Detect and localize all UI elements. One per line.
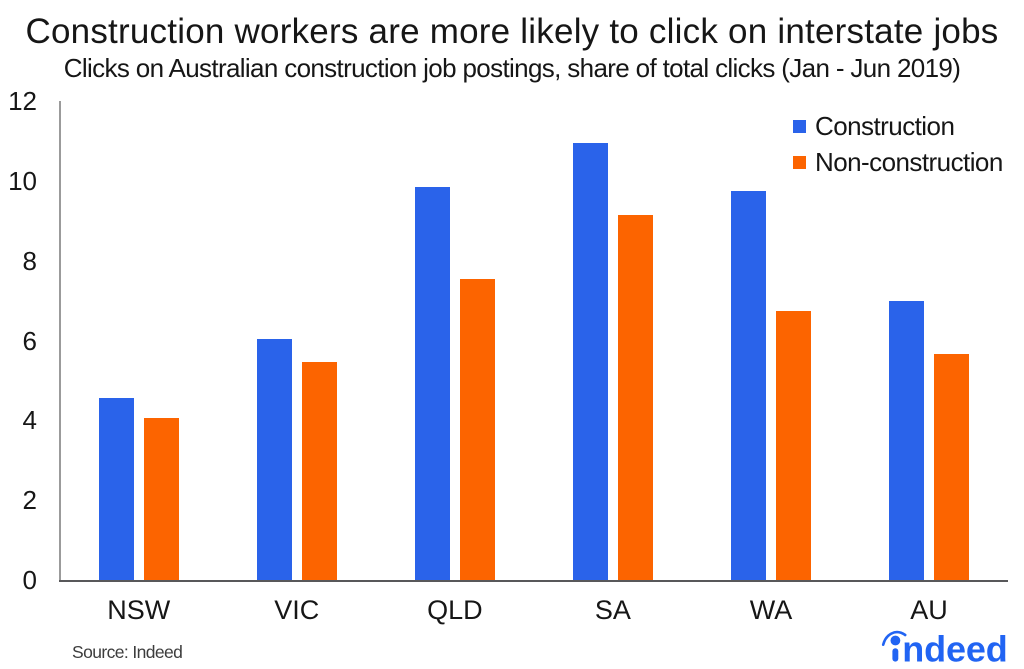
legend-swatch-non-construction bbox=[793, 155, 806, 169]
y-tick-label-10: 10 bbox=[8, 165, 37, 196]
bar-nsw-non-construction bbox=[143, 418, 179, 580]
bar-vic-non-construction bbox=[301, 362, 337, 580]
bar-qld-non-construction bbox=[459, 278, 496, 580]
legend-label-construction: Construction bbox=[815, 111, 955, 141]
chart-title: Construction workers are more likely to … bbox=[25, 12, 999, 51]
legend-swatch-construction bbox=[793, 119, 806, 133]
bar-nsw-construction bbox=[98, 398, 134, 580]
x-tick-label-wa: WA bbox=[749, 595, 793, 626]
chart-legend: Construction Non-construction bbox=[793, 112, 1003, 184]
indeed-logo-i-stem bbox=[892, 648, 899, 662]
chart-subtitle: Clicks on Australian construction job po… bbox=[63, 53, 961, 83]
x-tick-label-vic: VIC bbox=[274, 595, 320, 626]
source-note: Source: Indeed bbox=[72, 642, 183, 662]
x-tick-label-au: AU bbox=[910, 595, 948, 626]
y-tick-label-12: 12 bbox=[8, 86, 37, 116]
legend-item-construction: Construction bbox=[793, 112, 1003, 140]
y-tick-label-6: 6 bbox=[22, 325, 37, 356]
bar-vic-construction bbox=[256, 338, 292, 580]
y-tick-label-8: 8 bbox=[22, 245, 37, 276]
legend-item-non-construction: Non-construction bbox=[793, 148, 1003, 176]
x-axis-line bbox=[59, 580, 1008, 582]
y-tick-label-0: 0 bbox=[22, 565, 37, 595]
x-tick-label-nsw: NSW bbox=[107, 595, 171, 626]
bar-wa-construction bbox=[730, 190, 767, 580]
y-tick-label-2: 2 bbox=[22, 485, 37, 516]
indeed-logo-dot-icon bbox=[890, 635, 901, 646]
indeed-logo: ndeed bbox=[881, 628, 1008, 668]
x-tick-label-qld: QLD bbox=[427, 595, 483, 626]
bar-au-non-construction bbox=[933, 354, 970, 580]
bar-qld-construction bbox=[414, 186, 451, 580]
x-tick-label-sa: SA bbox=[594, 595, 631, 626]
indeed-logo-text: ndeed bbox=[902, 628, 1008, 668]
y-tick-label-4: 4 bbox=[22, 405, 37, 436]
indeed-logo-swoosh-icon bbox=[881, 630, 907, 646]
bar-au-construction bbox=[888, 300, 925, 580]
legend-label-non-construction: Non-construction bbox=[815, 147, 1003, 177]
y-axis-line bbox=[59, 101, 61, 581]
bar-sa-non-construction bbox=[617, 214, 654, 580]
bar-sa-construction bbox=[572, 142, 609, 580]
bar-wa-non-construction bbox=[775, 310, 812, 580]
